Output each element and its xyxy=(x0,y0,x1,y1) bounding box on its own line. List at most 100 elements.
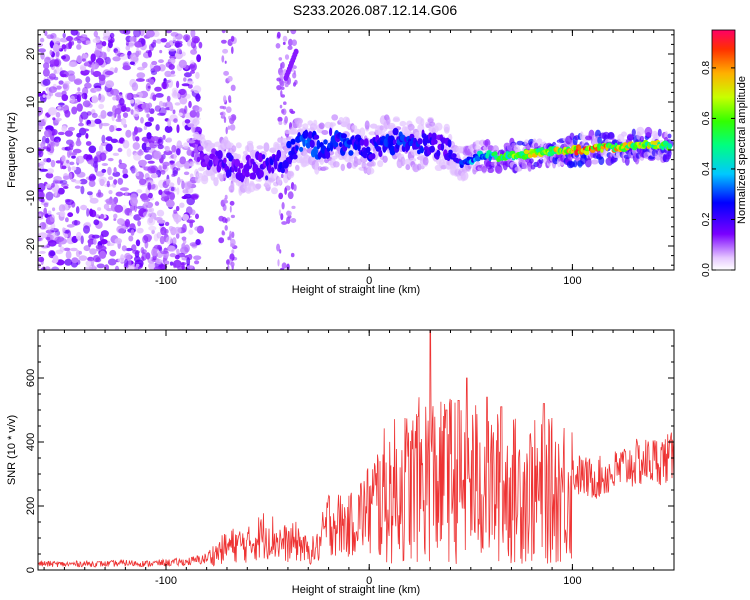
heatmap-noise-cell xyxy=(190,194,199,200)
heatmap-ridge-halo xyxy=(527,162,532,172)
heatmap-noise-cell xyxy=(167,73,176,77)
heatmap-speckle xyxy=(287,45,293,50)
heatmap-noise-cell xyxy=(88,179,96,188)
heatmap-noise-cell xyxy=(98,145,104,153)
heatmap-noise-cell xyxy=(93,156,99,164)
heatmap-noise-cell xyxy=(76,31,80,37)
snr-line xyxy=(38,330,674,568)
heatmap-noise-cell xyxy=(145,82,151,92)
heatmap-speckle xyxy=(279,104,283,109)
heatmap-ridge-cell xyxy=(431,132,438,142)
heatmap-noise-cell xyxy=(52,255,59,264)
heatmap-ridge-halo xyxy=(386,116,391,126)
heatmap-noise-cell xyxy=(77,87,81,92)
heatmap-noise-cell xyxy=(42,78,51,86)
heatmap-noise-cell xyxy=(93,238,97,245)
snr-x-axis: -100 0 100 xyxy=(43,330,675,587)
heatmap-speckle xyxy=(227,236,230,241)
heatmap-noise-cell xyxy=(190,49,198,55)
heatmap-ridge-halo xyxy=(379,125,384,131)
heatmap-noise-cell xyxy=(147,182,152,191)
heatmap-noise-cell xyxy=(183,72,192,78)
heatmap-noise-cell xyxy=(100,110,107,119)
snr-y-label: SNR (10 * v/v) xyxy=(6,415,18,485)
heatmap-noise-cell xyxy=(82,100,91,108)
heatmap-noise-cell xyxy=(109,249,117,257)
heatmap-noise-cell xyxy=(130,94,140,98)
heatmap-ridge-cell xyxy=(333,141,339,148)
heatmap-noise-cell xyxy=(156,232,162,239)
heatmap-noise-cell xyxy=(85,260,93,267)
heatmap-ridge-cell xyxy=(371,153,376,160)
heatmap-noise-cell xyxy=(169,245,176,252)
heatmap-ridge-halo xyxy=(644,126,653,137)
heatmap-noise-cell xyxy=(164,229,169,234)
heatmap-noise-cell xyxy=(150,173,158,179)
heatmap-noise-cell xyxy=(164,80,172,83)
heatmap-noise-cell xyxy=(45,183,52,188)
heatmap-noise-cell xyxy=(62,32,66,39)
heatmap-noise-cell xyxy=(149,79,155,85)
y-tick-label: 20 xyxy=(25,48,37,60)
heatmap-noise-cell xyxy=(168,182,175,187)
heatmap-noise-cell xyxy=(68,126,75,132)
heatmap-speckle xyxy=(230,243,235,248)
heatmap-ridge-halo xyxy=(400,156,406,167)
heatmap-noise-cell xyxy=(78,250,83,255)
heatmap-noise-cell xyxy=(42,68,50,77)
heatmap-noise-cell xyxy=(114,69,118,73)
heatmap-noise-cell xyxy=(154,201,160,206)
heatmap-ridge-halo xyxy=(321,130,329,135)
heatmap-ridge-halo xyxy=(263,142,270,153)
heatmap-noise-cell xyxy=(65,217,69,223)
heatmap-noise-cell xyxy=(120,254,125,262)
heatmap-speckle xyxy=(227,125,231,130)
heatmap-noise-cell xyxy=(64,80,71,85)
heatmap-noise-cell xyxy=(96,192,104,198)
heatmap-ridge-halo xyxy=(330,122,336,127)
heatmap-noise-cell xyxy=(87,191,93,196)
heatmap-ridge-halo xyxy=(246,140,254,146)
heatmap-noise-cell xyxy=(135,78,145,82)
colorbar-tick-label: 0.0 xyxy=(701,263,712,277)
heatmap-noise-cell xyxy=(45,137,50,144)
heatmap-noise-cell xyxy=(52,37,62,44)
heatmap-ridge-halo xyxy=(230,180,235,191)
heatmap-noise-cell xyxy=(47,240,57,247)
heatmap-noise-cell xyxy=(93,49,101,58)
heatmap-ridge-halo xyxy=(366,167,375,175)
heatmap-noise-cell xyxy=(180,51,186,57)
heatmap-speckle xyxy=(221,30,226,34)
heatmap-speckle xyxy=(229,200,235,206)
heatmap-noise-cell xyxy=(83,62,90,67)
heatmap-noise-cell xyxy=(46,168,55,174)
heatmap-noise-cell xyxy=(158,100,164,107)
heatmap-noise-cell xyxy=(47,210,52,216)
heatmap-noise-cell xyxy=(150,70,158,76)
heatmap-noise-cell xyxy=(176,248,180,254)
heatmap-noise-cell xyxy=(75,206,80,214)
heatmap-noise-cell xyxy=(186,149,193,156)
heatmap-noise-cell xyxy=(53,69,57,75)
heatmap-noise-cell xyxy=(165,236,173,244)
heatmap-noise-cell xyxy=(91,234,100,239)
heatmap-noise-cell xyxy=(136,227,144,234)
heatmap-noise-cell xyxy=(85,133,89,139)
colorbar-tick-label: 0.6 xyxy=(701,111,712,125)
heatmap-noise-cell xyxy=(91,95,99,104)
heatmap-speckle xyxy=(231,46,234,54)
heatmap-noise-cell xyxy=(105,80,115,88)
heatmap-noise-cell xyxy=(107,166,112,176)
heatmap-noise-cell xyxy=(88,242,92,248)
y-tick-label: 400 xyxy=(25,433,37,451)
heatmap-noise-cell xyxy=(171,87,178,94)
heatmap-ridge-cell xyxy=(250,172,257,180)
heatmap-noise-cell xyxy=(193,255,202,260)
heatmap-noise-cell xyxy=(148,216,154,224)
heatmap-noise-cell xyxy=(114,107,122,115)
heatmap-speckle xyxy=(279,80,285,87)
heatmap-noise-cell xyxy=(47,226,55,231)
heatmap-speckle xyxy=(282,35,288,42)
heatmap-noise-cell xyxy=(63,247,70,251)
heatmap-ridge-halo xyxy=(340,163,345,172)
